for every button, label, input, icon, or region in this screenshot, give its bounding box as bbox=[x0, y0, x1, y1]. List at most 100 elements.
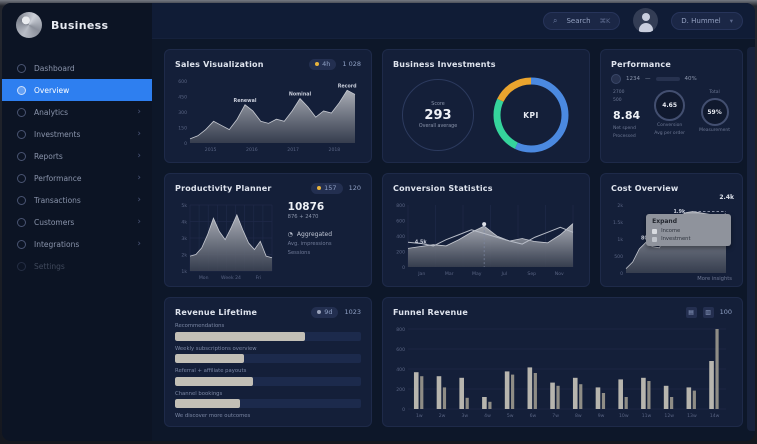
sidebar-item[interactable]: Analytics › bbox=[2, 101, 152, 123]
svg-text:0: 0 bbox=[402, 407, 405, 413]
search-shortcut-hint: ⌘K bbox=[599, 16, 611, 25]
svg-text:5w: 5w bbox=[507, 413, 514, 419]
svg-text:2017: 2017 bbox=[287, 147, 299, 153]
svg-text:0: 0 bbox=[184, 141, 187, 147]
svg-text:150: 150 bbox=[178, 125, 187, 131]
hbar-track[interactable] bbox=[175, 354, 361, 363]
score-value: 293 bbox=[424, 107, 452, 123]
planner-sub-value: 876 + 2470 bbox=[287, 214, 319, 220]
user-avatar[interactable] bbox=[633, 8, 659, 33]
svg-text:4.5k: 4.5k bbox=[415, 240, 427, 246]
svg-text:1w: 1w bbox=[416, 413, 423, 419]
svg-text:2k: 2k bbox=[181, 252, 187, 258]
grid-view-icon[interactable]: ▤ bbox=[685, 306, 697, 318]
legend-swatch-icon bbox=[652, 228, 658, 234]
legend-swatch-icon bbox=[652, 236, 658, 242]
svg-text:400: 400 bbox=[396, 367, 405, 373]
sidebar-item[interactable]: Customers › bbox=[2, 211, 152, 233]
svg-text:Sep: Sep bbox=[527, 271, 536, 277]
user-menu-button[interactable]: D. Hummel ▾ bbox=[671, 11, 743, 30]
gauge-value: 59% bbox=[707, 108, 722, 116]
card-title: Productivity Planner bbox=[175, 183, 272, 193]
hbar-fill bbox=[175, 376, 254, 386]
svg-text:0: 0 bbox=[620, 271, 623, 277]
hbar-label: Recommendations bbox=[175, 323, 225, 329]
stat-label: Processed bbox=[613, 133, 636, 139]
svg-text:200: 200 bbox=[396, 387, 405, 393]
kpi-donut-chart[interactable]: KPI bbox=[492, 76, 570, 154]
planner-area-chart[interactable]: 5k 4k 3k 2k 1k Mon Week 24 Fri bbox=[175, 197, 278, 281]
svg-text:14w: 14w bbox=[710, 413, 720, 419]
chevron-right-icon: › bbox=[137, 172, 141, 183]
time-range-badge[interactable]: 4h bbox=[309, 58, 337, 70]
badge-label: 157 bbox=[324, 184, 337, 192]
badge-label: 9d bbox=[324, 308, 333, 316]
logo-row: Business bbox=[2, 3, 152, 47]
svg-text:600: 600 bbox=[178, 79, 187, 85]
svg-text:2018: 2018 bbox=[329, 147, 341, 153]
sidebar-item-label: Customers bbox=[34, 217, 75, 227]
sidebar-item[interactable]: Dashboard › bbox=[2, 57, 152, 79]
column-view-icon[interactable]: ▥ bbox=[702, 306, 714, 318]
tooltip-row-label: Investment bbox=[661, 236, 691, 243]
funnel-bar-chart[interactable]: 800 600 400 200 0 1w 2w 3w 4w 5w 6w 7w 8w 9w 10w 11w 12w… bbox=[393, 321, 732, 419]
card-sales-visualization: Sales Visualization 4h 1 028 600 450 300 15… bbox=[164, 49, 372, 163]
scrollbar[interactable] bbox=[747, 47, 755, 431]
sidebar-item[interactable]: Investments › bbox=[2, 123, 152, 145]
badge-dot-icon bbox=[315, 62, 320, 66]
nav-item-icon bbox=[17, 261, 26, 271]
svg-text:1.9k: 1.9k bbox=[673, 209, 685, 215]
svg-text:7w: 7w bbox=[552, 413, 559, 419]
hbar-track[interactable] bbox=[175, 376, 361, 386]
card-title: Revenue Lifetime bbox=[175, 307, 258, 317]
card-title: Business Investments bbox=[393, 59, 496, 69]
sidebar-item[interactable]: Overview › bbox=[2, 79, 152, 101]
funnel-badge-value: 100 bbox=[719, 308, 732, 316]
hbar-track[interactable] bbox=[175, 331, 361, 341]
app-logo-icon bbox=[16, 12, 42, 38]
gauge-sublabel: Avg per order bbox=[654, 131, 685, 137]
hbar-label: Channel bookings bbox=[175, 390, 223, 397]
dash-separator: — bbox=[645, 76, 651, 82]
badge-value: 1 028 bbox=[342, 60, 361, 68]
hbar-list: Recommendations Weekly subscriptions ove… bbox=[175, 323, 361, 408]
svg-text:Nov: Nov bbox=[555, 271, 564, 277]
sidebar-item-label: Settings bbox=[34, 261, 65, 271]
card-title: Conversion Statistics bbox=[393, 183, 493, 193]
conversion-chart[interactable]: 800 600 400 200 0 Jan Mar May Jul Sep Nov 4.5k bbox=[393, 197, 579, 277]
hbar-item: Recommendations bbox=[175, 323, 361, 341]
card-conversion-statistics: Conversion Statistics 800 600 400 200 0 Jan Ma… bbox=[382, 173, 590, 287]
sidebar-item[interactable]: Reports › bbox=[2, 145, 152, 167]
card-funnel-revenue: Funnel Revenue ▤ ▥ 100 800 600 400 200 0 1w 2w… bbox=[382, 297, 743, 427]
tooltip-title: Expand bbox=[652, 218, 677, 226]
sidebar-item[interactable]: Performance › bbox=[2, 167, 152, 189]
svg-text:200: 200 bbox=[396, 249, 405, 255]
hbar-track[interactable] bbox=[175, 399, 361, 408]
svg-text:1k: 1k bbox=[181, 269, 187, 275]
chevron-right-icon: › bbox=[137, 128, 141, 139]
svg-text:Jul: Jul bbox=[500, 271, 507, 277]
svg-text:0: 0 bbox=[402, 265, 405, 271]
sidebar-item[interactable]: Integrations › bbox=[2, 233, 152, 255]
planner-badge-1[interactable]: 157 bbox=[311, 182, 343, 194]
svg-text:2k: 2k bbox=[617, 203, 623, 209]
gauge-value: 4.65 bbox=[662, 102, 678, 109]
chart-tooltip: Expand Income Investment bbox=[646, 214, 731, 247]
sidebar-item[interactable]: Transactions › bbox=[2, 189, 152, 211]
nav-item-icon bbox=[17, 217, 26, 227]
svg-text:13w: 13w bbox=[687, 413, 697, 419]
gauge-ring: 59% bbox=[700, 98, 729, 127]
tooltip-row-label: Income bbox=[661, 228, 681, 235]
svg-text:8w: 8w bbox=[575, 413, 582, 419]
lifetime-badge[interactable]: 9d bbox=[311, 306, 339, 318]
svg-text:600: 600 bbox=[396, 218, 405, 224]
sidebar-item-label: Dashboard bbox=[34, 63, 75, 73]
search-box[interactable]: ⌕ Search ⌘K bbox=[542, 11, 621, 30]
sales-area-chart[interactable]: 600 450 300 150 0 2015 2016 2017 2018 Renewal Nomi… bbox=[175, 73, 361, 153]
planner-line: Avg. impressions bbox=[287, 241, 332, 247]
svg-text:2w: 2w bbox=[439, 413, 446, 419]
sidebar-item[interactable]: Settings › bbox=[2, 255, 152, 277]
search-label: Search bbox=[566, 16, 591, 25]
toggle-icon[interactable] bbox=[611, 74, 621, 84]
lifetime-badge-value: 1023 bbox=[344, 308, 361, 316]
